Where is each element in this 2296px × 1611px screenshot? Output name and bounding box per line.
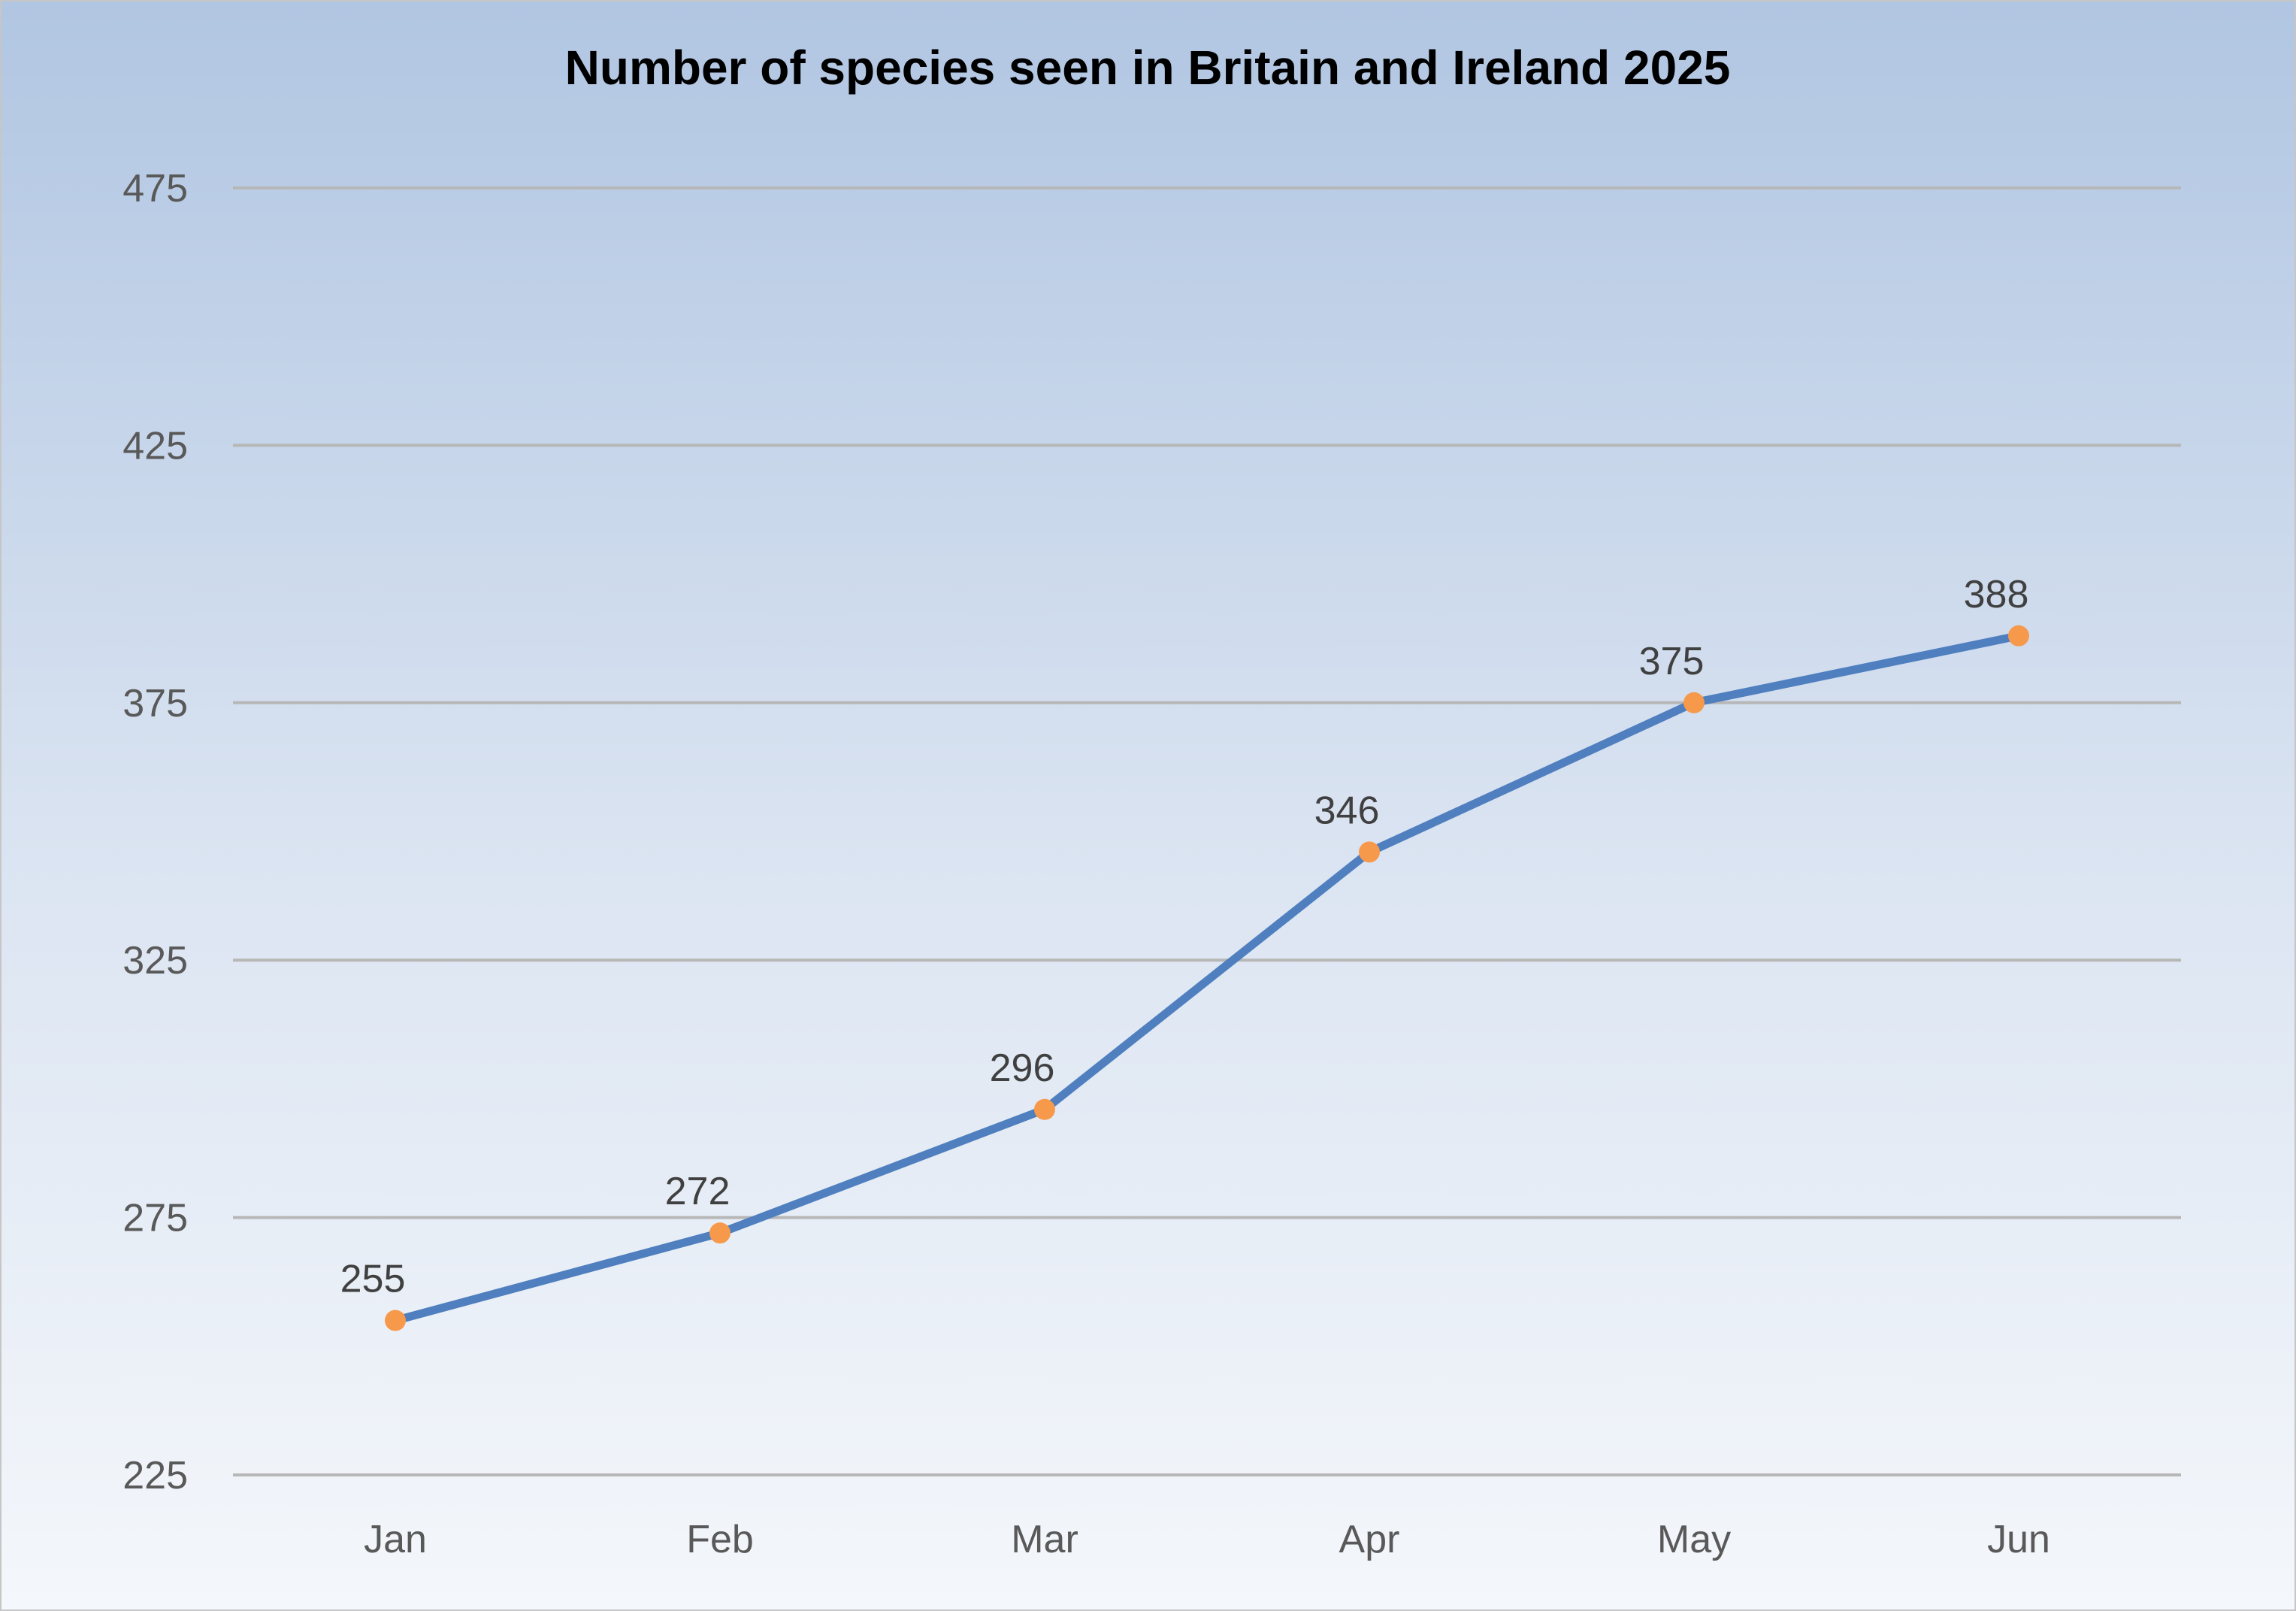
- x-tick-label: May: [1657, 1518, 1731, 1561]
- y-tick-label: 375: [123, 682, 188, 725]
- series-species: [385, 625, 2029, 1331]
- series-line: [391, 631, 2023, 1325]
- x-tick-label: Feb: [686, 1518, 754, 1561]
- data-point-feb: [709, 1222, 731, 1244]
- data-point-apr: [1359, 841, 1380, 863]
- data-labels: 255 272 296 346 375 388: [340, 573, 2029, 1301]
- y-tick-label: 425: [123, 424, 188, 468]
- y-tick-label: 325: [123, 939, 188, 983]
- data-point-jan: [385, 1310, 406, 1331]
- data-label: 346: [1314, 789, 1380, 832]
- y-tick-label: 475: [123, 167, 188, 210]
- data-label: 272: [665, 1170, 731, 1213]
- data-point-jun: [2008, 625, 2029, 647]
- data-point-may: [1683, 692, 1705, 713]
- chart-title: Number of species seen in Britain and Ir…: [565, 41, 1731, 95]
- x-axis-tick-labels: Jan Feb Mar Apr May Jun: [364, 1518, 2050, 1561]
- y-tick-label: 275: [123, 1197, 188, 1240]
- data-label: 388: [1964, 573, 2029, 616]
- x-tick-label: Apr: [1339, 1518, 1400, 1561]
- x-tick-label: Jun: [1987, 1518, 2050, 1561]
- x-tick-label: Mar: [1011, 1518, 1078, 1561]
- y-tick-label: 225: [123, 1454, 188, 1497]
- data-label: 375: [1639, 640, 1705, 683]
- gridlines: [233, 186, 2181, 1476]
- data-point-mar: [1034, 1098, 1055, 1120]
- y-axis-tick-labels: 225 275 325 375 425 475: [123, 167, 188, 1497]
- data-label: 255: [340, 1258, 406, 1301]
- data-label: 296: [990, 1046, 1055, 1090]
- x-tick-label: Jan: [364, 1518, 427, 1561]
